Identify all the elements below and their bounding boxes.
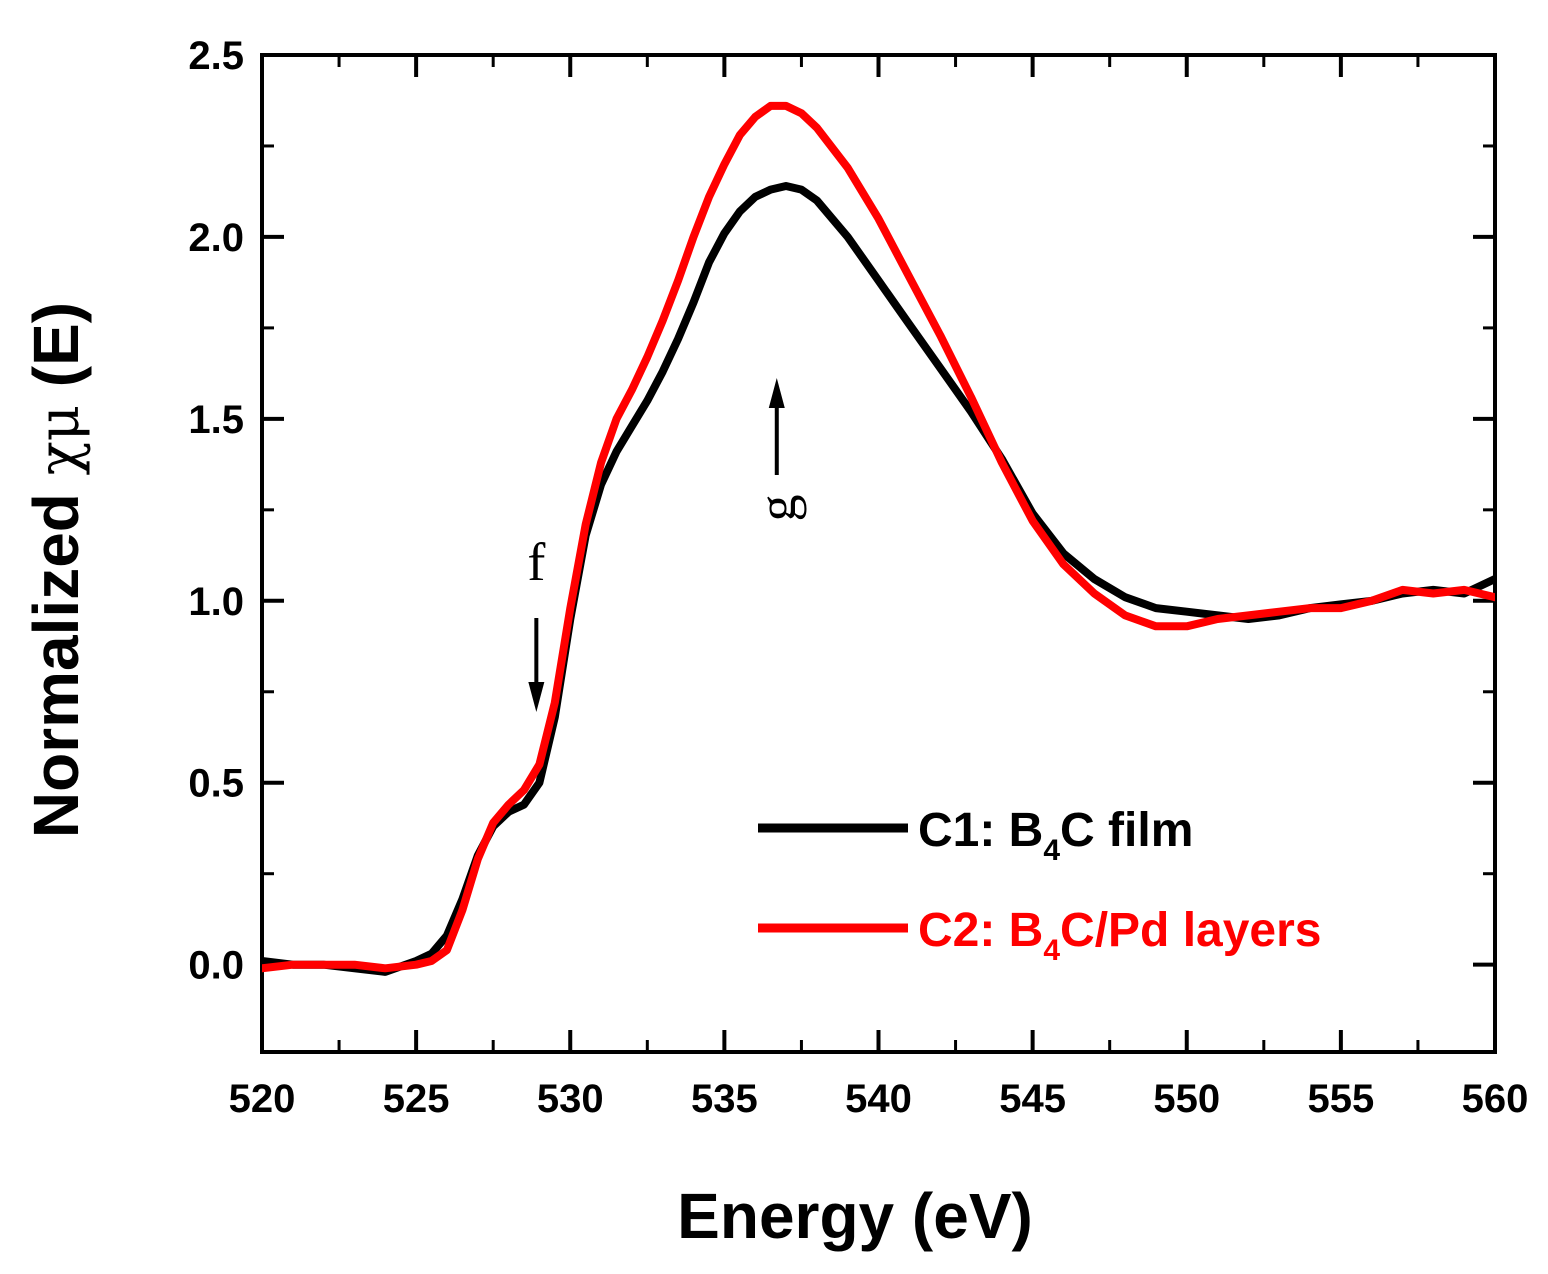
x-tick-label: 525 <box>383 1077 450 1121</box>
y-tick-label: 1.5 <box>188 398 244 442</box>
x-tick-label: 535 <box>691 1077 758 1121</box>
y-axis-title-symbol: χμ <box>27 405 92 475</box>
annotation-arrowhead-g <box>768 378 785 408</box>
annotation-arrowhead-f <box>528 682 545 712</box>
series-line-1 <box>262 182 1495 976</box>
legend-label-1: C1: B4C film <box>918 804 1193 867</box>
y-tick-label: 0.5 <box>188 762 244 806</box>
x-axis-title: Energy (eV) <box>677 1180 1033 1252</box>
annotation-layer: fg <box>527 378 807 712</box>
y-tick-label: 2.5 <box>188 34 244 78</box>
x-tick-label: 545 <box>999 1077 1066 1121</box>
annotation-label-g: g <box>747 495 807 522</box>
x-tick-label: 550 <box>1153 1077 1220 1121</box>
legend: C1: B4C film C2: B4C/Pd layers <box>758 804 1322 967</box>
y-axis-title: Normalized χμ (E) <box>20 302 92 838</box>
series-layer <box>262 101 1495 976</box>
legend-label-2: C2: B4C/Pd layers <box>918 904 1322 967</box>
plot-frame <box>260 53 1497 1054</box>
y-tick-label: 2.0 <box>188 216 244 260</box>
x-axis-ticks: 520 525 530 535 540 545 550 555 560 <box>229 55 1529 1121</box>
annotation-label-f: f <box>527 532 545 592</box>
y-axis-title-suffix: (E) <box>20 302 92 405</box>
y-axis-ticks: 0.0 0.5 1.0 1.5 2.0 2.5 <box>188 34 1495 988</box>
x-tick-label: 530 <box>537 1077 604 1121</box>
series-line-2 <box>262 101 1495 973</box>
x-tick-label: 560 <box>1462 1077 1529 1121</box>
y-tick-label: 0.0 <box>188 944 244 988</box>
x-tick-label: 555 <box>1308 1077 1375 1121</box>
x-tick-label: 520 <box>229 1077 296 1121</box>
y-axis-title-prefix: Normalized <box>20 475 92 838</box>
x-tick-label: 540 <box>845 1077 912 1121</box>
y-tick-label: 1.0 <box>188 580 244 624</box>
